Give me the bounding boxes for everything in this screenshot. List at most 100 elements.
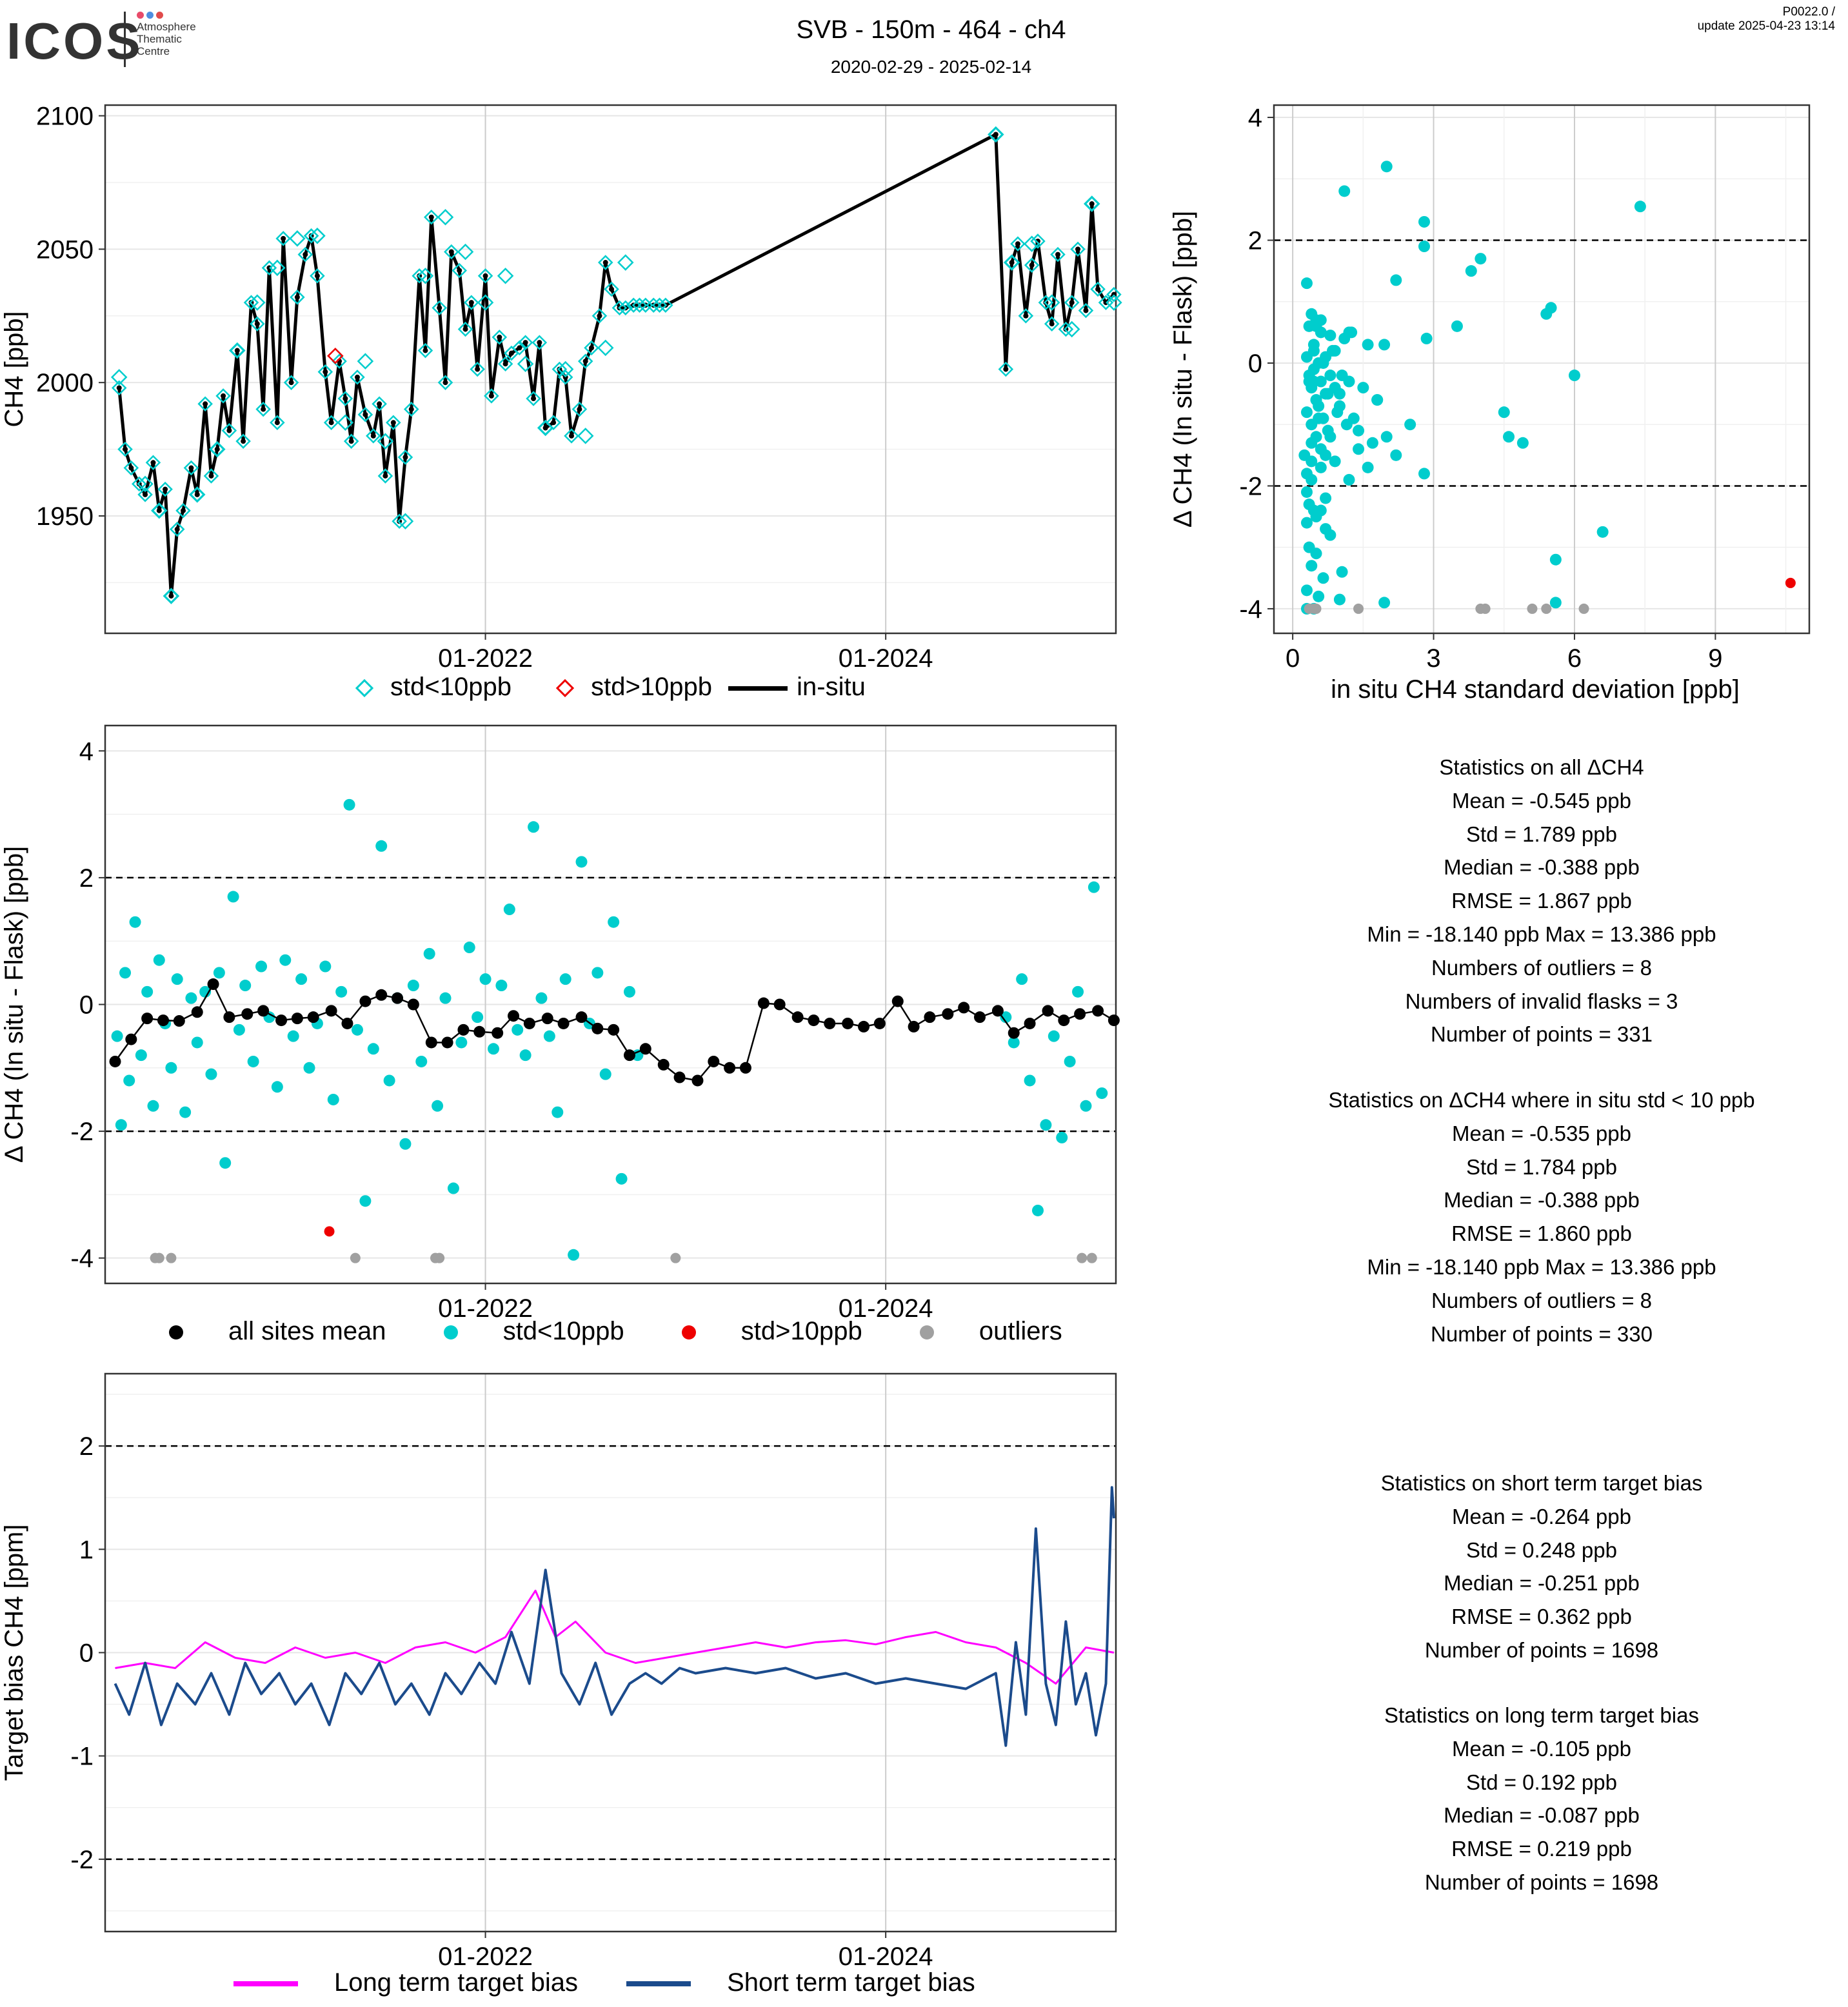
insitu-point	[314, 273, 320, 279]
all-sites-mean-point	[441, 1036, 453, 1049]
insitu-point	[370, 433, 376, 439]
scatter-outlier-point	[1527, 603, 1538, 614]
legend-red: std>10ppb	[740, 1317, 862, 1345]
std-lt-10-marker	[1063, 321, 1080, 338]
insitu-point	[274, 420, 280, 426]
all-sites-mean-point	[157, 1014, 169, 1027]
std-lt-10-marker	[117, 441, 133, 457]
insitu-point	[116, 385, 122, 391]
scatter-std-point	[1306, 308, 1318, 320]
all-sites-mean-point	[207, 978, 219, 991]
std-lt-10-marker	[283, 375, 299, 390]
std-lt-10-marker	[357, 353, 374, 370]
scatter-std-point	[1300, 517, 1313, 529]
scatter-std-point	[1320, 492, 1332, 504]
legend-long: Long term target bias	[334, 1968, 578, 1997]
logo-subtitle: Atmosphere Thematic Centre	[137, 21, 214, 57]
version-label: P0022.0 /	[1782, 5, 1835, 19]
scatter-std-point	[1336, 370, 1348, 382]
timeseries-y-axis-label: CH4 [ppb]	[0, 311, 28, 427]
insitu-point	[1015, 241, 1020, 247]
scatter-std-point	[1300, 486, 1313, 498]
delta_time-frame	[104, 724, 1117, 1285]
stats-line: Min = -18.140 ppb Max = 13.386 ppb	[1367, 922, 1716, 946]
scatter-std-point	[1310, 394, 1322, 406]
delta-std-lt-10-point	[383, 1074, 395, 1087]
legend-delta: all sites mean std<10ppb std>10ppb outli…	[169, 1317, 1062, 1346]
insitu-point	[214, 446, 220, 452]
scatter-std-point	[1329, 455, 1341, 468]
delta-std-lt-10-point	[439, 992, 452, 1004]
std-lt-10-marker	[290, 290, 305, 305]
delta-std-lt-10-point	[519, 1049, 532, 1062]
scatter_std-y-tick-label: 4	[1248, 104, 1262, 132]
scatter-std-point	[1418, 468, 1430, 480]
scatter-std-point	[1353, 443, 1365, 455]
std-lt-10-marker	[557, 370, 573, 385]
scatter-std-point	[1322, 424, 1334, 437]
insitu-point	[156, 508, 162, 513]
delta-std-lt-10-point	[123, 1074, 135, 1087]
version-info: P0022.0 / update 2025-04-23 13:14	[1698, 5, 1835, 34]
target_bias-y-tick-label: -1	[70, 1743, 94, 1771]
legend-mean: all sites mean	[228, 1317, 386, 1345]
std-lt-10-marker	[377, 433, 394, 450]
scatter-std-point	[1362, 461, 1374, 473]
scatter-std-point	[1315, 504, 1327, 517]
timeseries-y-tick-label: 2050	[36, 235, 94, 264]
delta-std-lt-10-point	[1048, 1030, 1060, 1042]
delta-std-lt-10-point	[115, 1119, 127, 1131]
timeseries-y-tick-label: 1950	[36, 502, 94, 531]
insitu-point	[597, 313, 602, 319]
insitu-point	[241, 439, 246, 444]
scatter-std-point	[1343, 473, 1355, 486]
scatter-std-point	[1366, 437, 1378, 449]
legend-std-lt-10-swatch	[355, 679, 374, 698]
std-lt-10-marker	[111, 380, 127, 396]
delta-std-lt-10-point	[1096, 1087, 1108, 1100]
std-lt-10-marker	[250, 316, 265, 331]
scatter-std-point	[1420, 332, 1433, 344]
insitu-point	[428, 214, 434, 220]
scatter-std-point	[1357, 382, 1369, 394]
insitu-point	[383, 473, 388, 479]
scatter-std-point	[1313, 590, 1325, 602]
insitu-point	[502, 361, 508, 367]
std-lt-10-marker	[309, 227, 326, 244]
legend-short-swatch	[626, 1981, 691, 1987]
insitu-point	[531, 396, 537, 401]
scatter-outlier-point	[1311, 603, 1322, 614]
scatter-std-point	[1340, 419, 1353, 431]
scatter_std-panel: -4 -2 0 2 4 0 3 6 9 Δ CH4 (In situ - Flask) [ppb]…	[1169, 104, 1811, 704]
scatter-std-point	[1307, 344, 1320, 357]
std-lt-10-marker	[437, 208, 454, 226]
scatter-std-point	[1390, 274, 1402, 286]
stats-line: Statistics on long term target bias	[1384, 1703, 1699, 1727]
all-sites-mean-point	[1092, 1005, 1104, 1017]
scatter-std-point	[1475, 253, 1487, 265]
insitu-point	[1049, 321, 1055, 327]
std-lt-10-marker	[297, 246, 313, 262]
delta-std-lt-10-point	[455, 1036, 468, 1049]
delta-std-lt-10-point	[295, 973, 308, 985]
std-lt-10-marker	[188, 486, 206, 503]
all-sites-mean-point	[757, 997, 770, 1009]
std-lt-10-marker	[229, 342, 246, 359]
insitu-point	[254, 321, 260, 327]
insitu-point	[1069, 300, 1075, 306]
delta-std-lt-10-point	[568, 1249, 580, 1261]
stats-line: Median = -0.087 ppb	[1444, 1803, 1640, 1828]
insitu-point	[1075, 246, 1081, 252]
legend-mean-swatch	[169, 1325, 183, 1340]
insitu-point	[508, 350, 514, 356]
stats-line: Statistics on ΔCH4 where in situ std < 1…	[1328, 1088, 1755, 1112]
legend-red-swatch	[681, 1325, 696, 1340]
scatter-std-point	[1306, 560, 1318, 572]
delta-std-lt-10-point	[487, 1043, 499, 1055]
timeseries-x-tick-label: 01-2024	[839, 644, 933, 673]
std-lt-10-marker	[591, 308, 608, 324]
logo-dot-2	[146, 12, 154, 19]
std-lt-10-marker	[397, 513, 414, 530]
scatter-std-point	[1465, 265, 1477, 277]
delta-std-lt-10-point	[1056, 1131, 1068, 1143]
